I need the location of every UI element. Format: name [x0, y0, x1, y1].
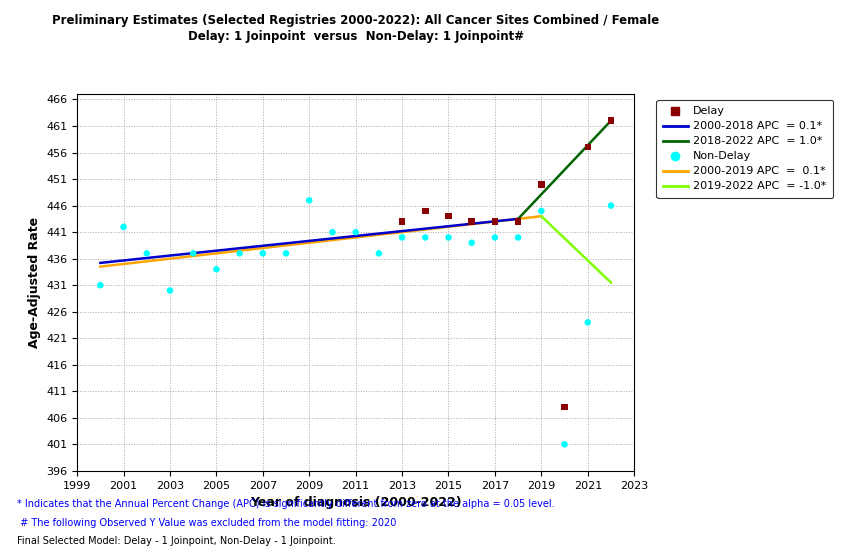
Legend: Delay, 2000-2018 APC  = 0.1*, 2018-2022 APC  = 1.0*, Non-Delay, 2000-2019 APC  =: Delay, 2000-2018 APC = 0.1*, 2018-2022 A… — [656, 100, 833, 198]
Text: Preliminary Estimates (Selected Registries 2000-2022): All Cancer Sites Combined: Preliminary Estimates (Selected Registri… — [52, 14, 659, 27]
Point — [488, 217, 501, 226]
Point — [326, 228, 339, 237]
Point — [581, 318, 595, 327]
Point — [395, 217, 409, 226]
Point — [93, 281, 107, 290]
Point — [558, 440, 572, 449]
Text: Delay: 1 Joinpoint  versus  Non-Delay: 1 Joinpoint#: Delay: 1 Joinpoint versus Non-Delay: 1 J… — [188, 30, 524, 43]
Point — [186, 249, 200, 258]
Point — [209, 265, 223, 274]
Point — [395, 233, 409, 242]
Point — [512, 233, 525, 242]
Text: * Indicates that the Annual Percent Change (APC) is significantly different from: * Indicates that the Annual Percent Chan… — [17, 499, 554, 509]
Point — [279, 249, 293, 258]
Y-axis label: Age-Adjusted Rate: Age-Adjusted Rate — [27, 217, 40, 348]
Point — [488, 233, 501, 242]
Point — [256, 249, 270, 258]
Point — [535, 207, 548, 216]
Point — [349, 228, 363, 237]
Point — [464, 238, 478, 247]
Point — [117, 222, 130, 231]
Text: # The following Observed Y Value was excluded from the model fitting: 2020: # The following Observed Y Value was exc… — [17, 518, 397, 528]
Point — [604, 201, 618, 210]
Point — [581, 143, 595, 152]
Point — [303, 196, 316, 205]
Point — [604, 116, 618, 125]
Point — [163, 286, 177, 295]
Point — [441, 212, 455, 220]
Point — [558, 403, 572, 412]
Point — [418, 207, 432, 216]
X-axis label: Year of diagnosis (2000-2022): Year of diagnosis (2000-2022) — [250, 496, 461, 509]
Point — [512, 217, 525, 226]
Point — [233, 249, 247, 258]
Point — [418, 233, 432, 242]
Point — [535, 180, 548, 189]
Text: Final Selected Model: Delay - 1 Joinpoint, Non-Delay - 1 Joinpoint.: Final Selected Model: Delay - 1 Joinpoin… — [17, 536, 336, 546]
Point — [441, 233, 455, 242]
Point — [140, 249, 153, 258]
Point — [464, 217, 478, 226]
Point — [372, 249, 386, 258]
